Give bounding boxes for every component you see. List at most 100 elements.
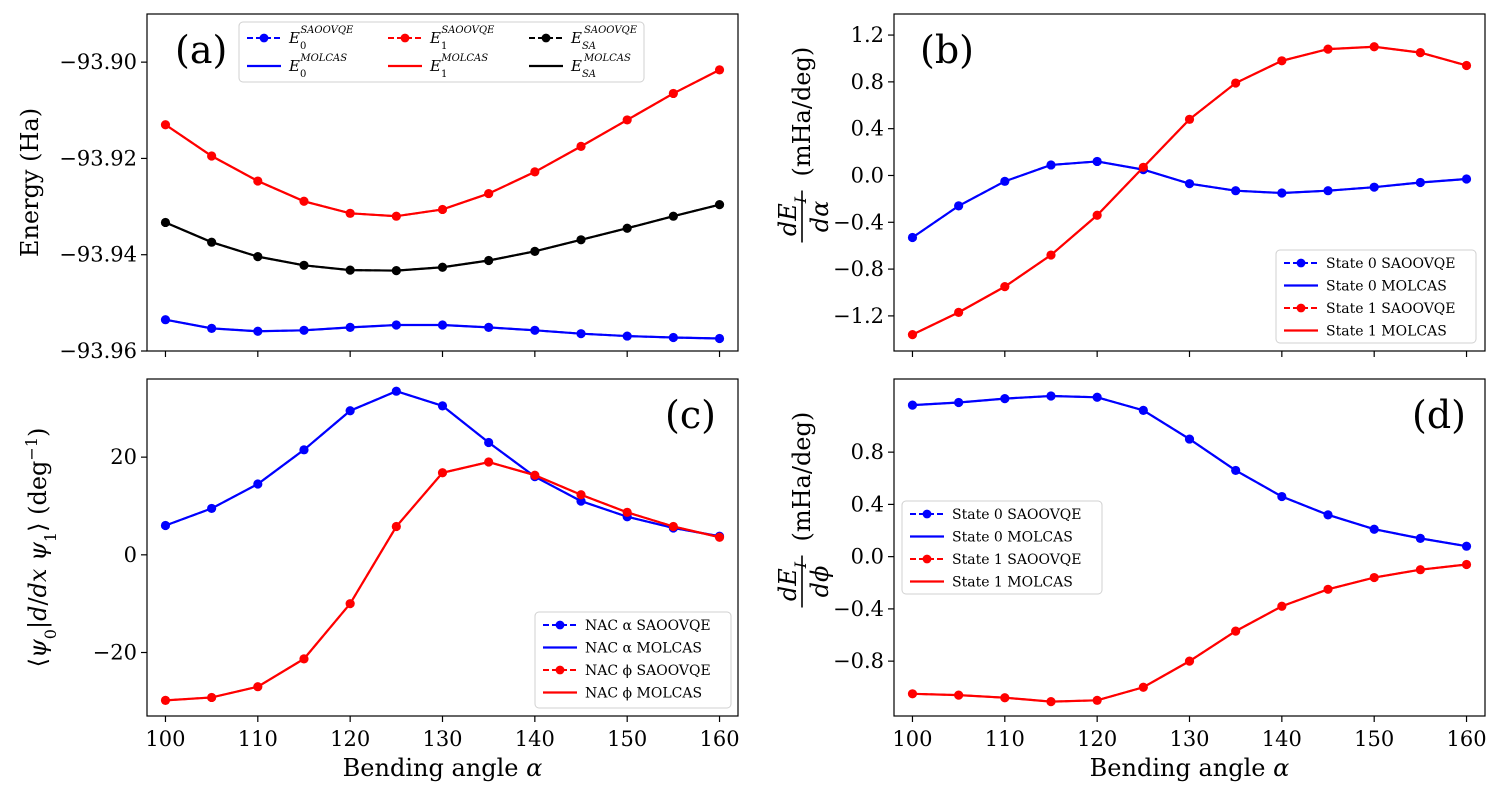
legend-entry-b-2: State 1 SAOOVQE — [1284, 301, 1456, 317]
legend-label: NAC ϕ MOLCAS — [585, 686, 702, 702]
legend-entry-a-1: E0MOLCAS — [247, 53, 347, 80]
legend-marker — [259, 33, 269, 43]
series-line-a-1 — [165, 318, 720, 340]
x-tick-label-d-160: 160 — [1446, 727, 1486, 751]
legend-entry-a-4: ESASAOOVQE — [529, 25, 638, 52]
y-tick-label-d-2: 0.0 — [851, 545, 884, 569]
series-line-a-3 — [164, 68, 721, 218]
legend-entry-c-2: NAC ϕ SAOOVQE — [543, 663, 711, 679]
series-line-b-3 — [911, 45, 1467, 336]
y-axis-label-c: ⟨ψ0|d/dx ψ1⟩ (deg−1) — [22, 428, 60, 668]
legend-label: State 0 MOLCAS — [952, 530, 1073, 546]
legend-label: State 1 SAOOVQE — [952, 552, 1082, 568]
legend-label: NAC α MOLCAS — [585, 641, 702, 657]
x-tick-label-d-120: 120 — [1077, 727, 1117, 751]
x-tick-label-d-110: 110 — [985, 727, 1025, 751]
panel-label-c: (c) — [665, 393, 716, 437]
panel-label-b: (b) — [920, 28, 974, 72]
legend-box — [534, 611, 732, 709]
panel-c: 100 110 120 130 140 150 160 −20 0 20 (c) ⟨ψ0|d/dx ψ… — [22, 378, 740, 782]
data-point-d-0-160 — [1461, 541, 1472, 551]
x-axis-label-c: Bending angle α — [343, 754, 543, 782]
x-tick-label-c-140: 140 — [515, 727, 555, 751]
x-tick-label-c-130: 130 — [422, 727, 462, 751]
panel-d: 100 110 120 130 140 150 160 −0.8 −0.4 0.0 0.4 0.8 (d… — [774, 378, 1487, 782]
legend-label: ESASAOOVQE — [570, 25, 638, 52]
y-tick-label-b-4: 0.4 — [851, 117, 884, 141]
series-dashed-b-0 — [911, 160, 1467, 239]
y-tick-label-a-1: −93.94 — [59, 243, 137, 267]
legend-b: State 0 SAOOVQE State 0 MOLCAS State 1 SAO… — [1275, 249, 1477, 344]
legend-entry-c-3: NAC ϕ MOLCAS — [543, 686, 702, 702]
legend-entry-a-0: E0SAOOVQE — [247, 25, 354, 52]
legend-label: E1MOLCAS — [429, 53, 488, 80]
y-label-denominator: dϕ — [806, 566, 834, 598]
legend-entry-b-1: State 0 MOLCAS — [1284, 279, 1447, 295]
legend-label: State 1 MOLCAS — [1326, 324, 1447, 340]
y-tick-label-c-0: −20 — [93, 641, 137, 665]
data-point-b-0-160 — [1461, 174, 1472, 184]
y-label-unit: (mHa/deg) — [788, 412, 816, 542]
y-tick-label-b-6: 1.2 — [851, 23, 884, 47]
y-label-unit: (mHa/deg) — [788, 47, 816, 177]
legend-c: NAC α SAOOVQE NAC α MOLCAS NAC ϕ SAOOVQE NA… — [534, 611, 732, 709]
legend-box — [901, 500, 1103, 595]
legend-label: State 1 MOLCAS — [952, 575, 1073, 591]
x-tick-label-d-140: 140 — [1262, 727, 1302, 751]
x-tick-label-c-150: 150 — [607, 727, 647, 751]
x-tick-label-d-100: 100 — [892, 727, 932, 751]
panel-label-a: (a) — [175, 28, 227, 72]
legend-label: State 0 MOLCAS — [1326, 279, 1447, 295]
legend-entry-b-0: State 0 SAOOVQE — [1284, 256, 1456, 272]
y-tick-label-d-0: −0.8 — [833, 649, 884, 673]
legend-marker — [922, 554, 932, 564]
x-tick-label-c-100: 100 — [145, 727, 185, 751]
panel-a: −93.96 −93.94 −93.92 −93.90 (a) Energy (Ha) E0… — [16, 13, 739, 363]
y-label-numerator: dEI — [774, 196, 810, 236]
legend-entry-d-1: State 0 MOLCAS — [910, 530, 1073, 546]
series-line-a-5 — [165, 203, 720, 272]
y-label-numerator: dEI — [774, 561, 810, 601]
legend-marker — [1296, 258, 1306, 268]
x-tick-label-d-130: 130 — [1169, 727, 1209, 751]
y-tick-label-d-1: −0.4 — [833, 597, 884, 621]
legend-marker — [400, 33, 410, 43]
y-tick-label-b-1: −0.8 — [833, 257, 884, 281]
y-tick-label-c-2: 20 — [110, 445, 137, 469]
y-tick-label-d-3: 0.4 — [851, 492, 884, 516]
legend-label: E0SAOOVQE — [288, 25, 354, 52]
panel-label-d: (d) — [1412, 393, 1466, 437]
legend-entry-a-3: E1MOLCAS — [388, 53, 488, 80]
x-axis-label-d: Bending angle α — [1090, 754, 1290, 782]
legend-marker — [922, 509, 932, 519]
data-point-a-4-100 — [160, 217, 171, 228]
y-axis-label-a: Energy (Ha) — [16, 108, 44, 257]
legend-label: State 0 SAOOVQE — [952, 507, 1082, 523]
x-tick-label-c-120: 120 — [330, 727, 370, 751]
legend-label: E1SAOOVQE — [429, 25, 495, 52]
legend-entry-c-0: NAC α SAOOVQE — [543, 618, 711, 634]
legend-marker — [555, 665, 565, 675]
y-tick-label-a-0: −93.96 — [59, 339, 137, 363]
series-line-b-1 — [911, 160, 1467, 239]
y-tick-label-a-2: −93.92 — [59, 146, 137, 170]
y-tick-label-b-5: 0.8 — [851, 70, 884, 94]
legend-label: State 1 SAOOVQE — [1326, 301, 1456, 317]
x-tick-label-d-150: 150 — [1354, 727, 1394, 751]
series-line-d-1 — [912, 394, 1467, 548]
y-tick-label-b-3: 0.0 — [851, 163, 884, 187]
data-point-c-2-160 — [714, 532, 725, 542]
legend-entry-d-3: State 1 MOLCAS — [910, 575, 1073, 591]
series-dashed-a-2 — [164, 68, 720, 218]
series-dashed-a-4 — [165, 203, 720, 272]
x-tick-label-c-160: 160 — [699, 727, 739, 751]
y-tick-label-d-4: 0.8 — [851, 440, 884, 464]
legend-entry-d-0: State 0 SAOOVQE — [910, 507, 1082, 523]
legend-entry-a-5: ESAMOLCAS — [529, 53, 631, 80]
legend-d: State 0 SAOOVQE State 0 MOLCAS State 1 SAO… — [901, 500, 1103, 595]
legend-marker — [541, 33, 551, 43]
y-tick-label-a-3: −93.90 — [59, 50, 137, 74]
